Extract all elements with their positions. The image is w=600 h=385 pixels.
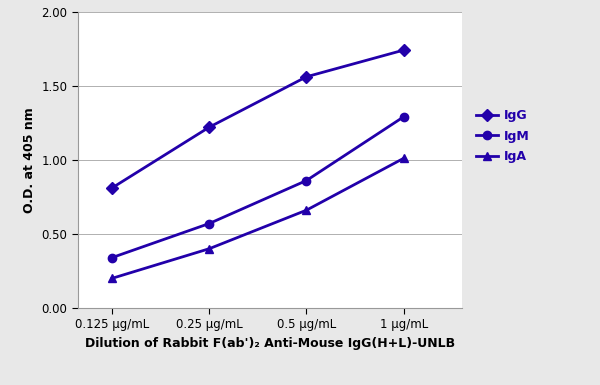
IgM bbox=[206, 221, 213, 226]
IgA bbox=[303, 208, 310, 213]
IgG bbox=[109, 186, 116, 190]
Line: IgA: IgA bbox=[108, 154, 408, 283]
X-axis label: Dilution of Rabbit F(ab')₂ Anti-Mouse IgG(H+L)-UNLB: Dilution of Rabbit F(ab')₂ Anti-Mouse Ig… bbox=[85, 337, 455, 350]
IgG bbox=[303, 74, 310, 79]
IgM bbox=[400, 114, 407, 119]
Y-axis label: O.D. at 405 nm: O.D. at 405 nm bbox=[23, 107, 36, 213]
IgA bbox=[206, 246, 213, 251]
IgA bbox=[109, 276, 116, 281]
Line: IgM: IgM bbox=[108, 113, 408, 262]
Legend: IgG, IgM, IgA: IgG, IgM, IgA bbox=[476, 109, 529, 163]
IgA bbox=[400, 156, 407, 161]
IgG bbox=[206, 125, 213, 129]
Line: IgG: IgG bbox=[108, 46, 408, 192]
IgM bbox=[303, 178, 310, 183]
IgM bbox=[109, 255, 116, 260]
IgG bbox=[400, 48, 407, 52]
